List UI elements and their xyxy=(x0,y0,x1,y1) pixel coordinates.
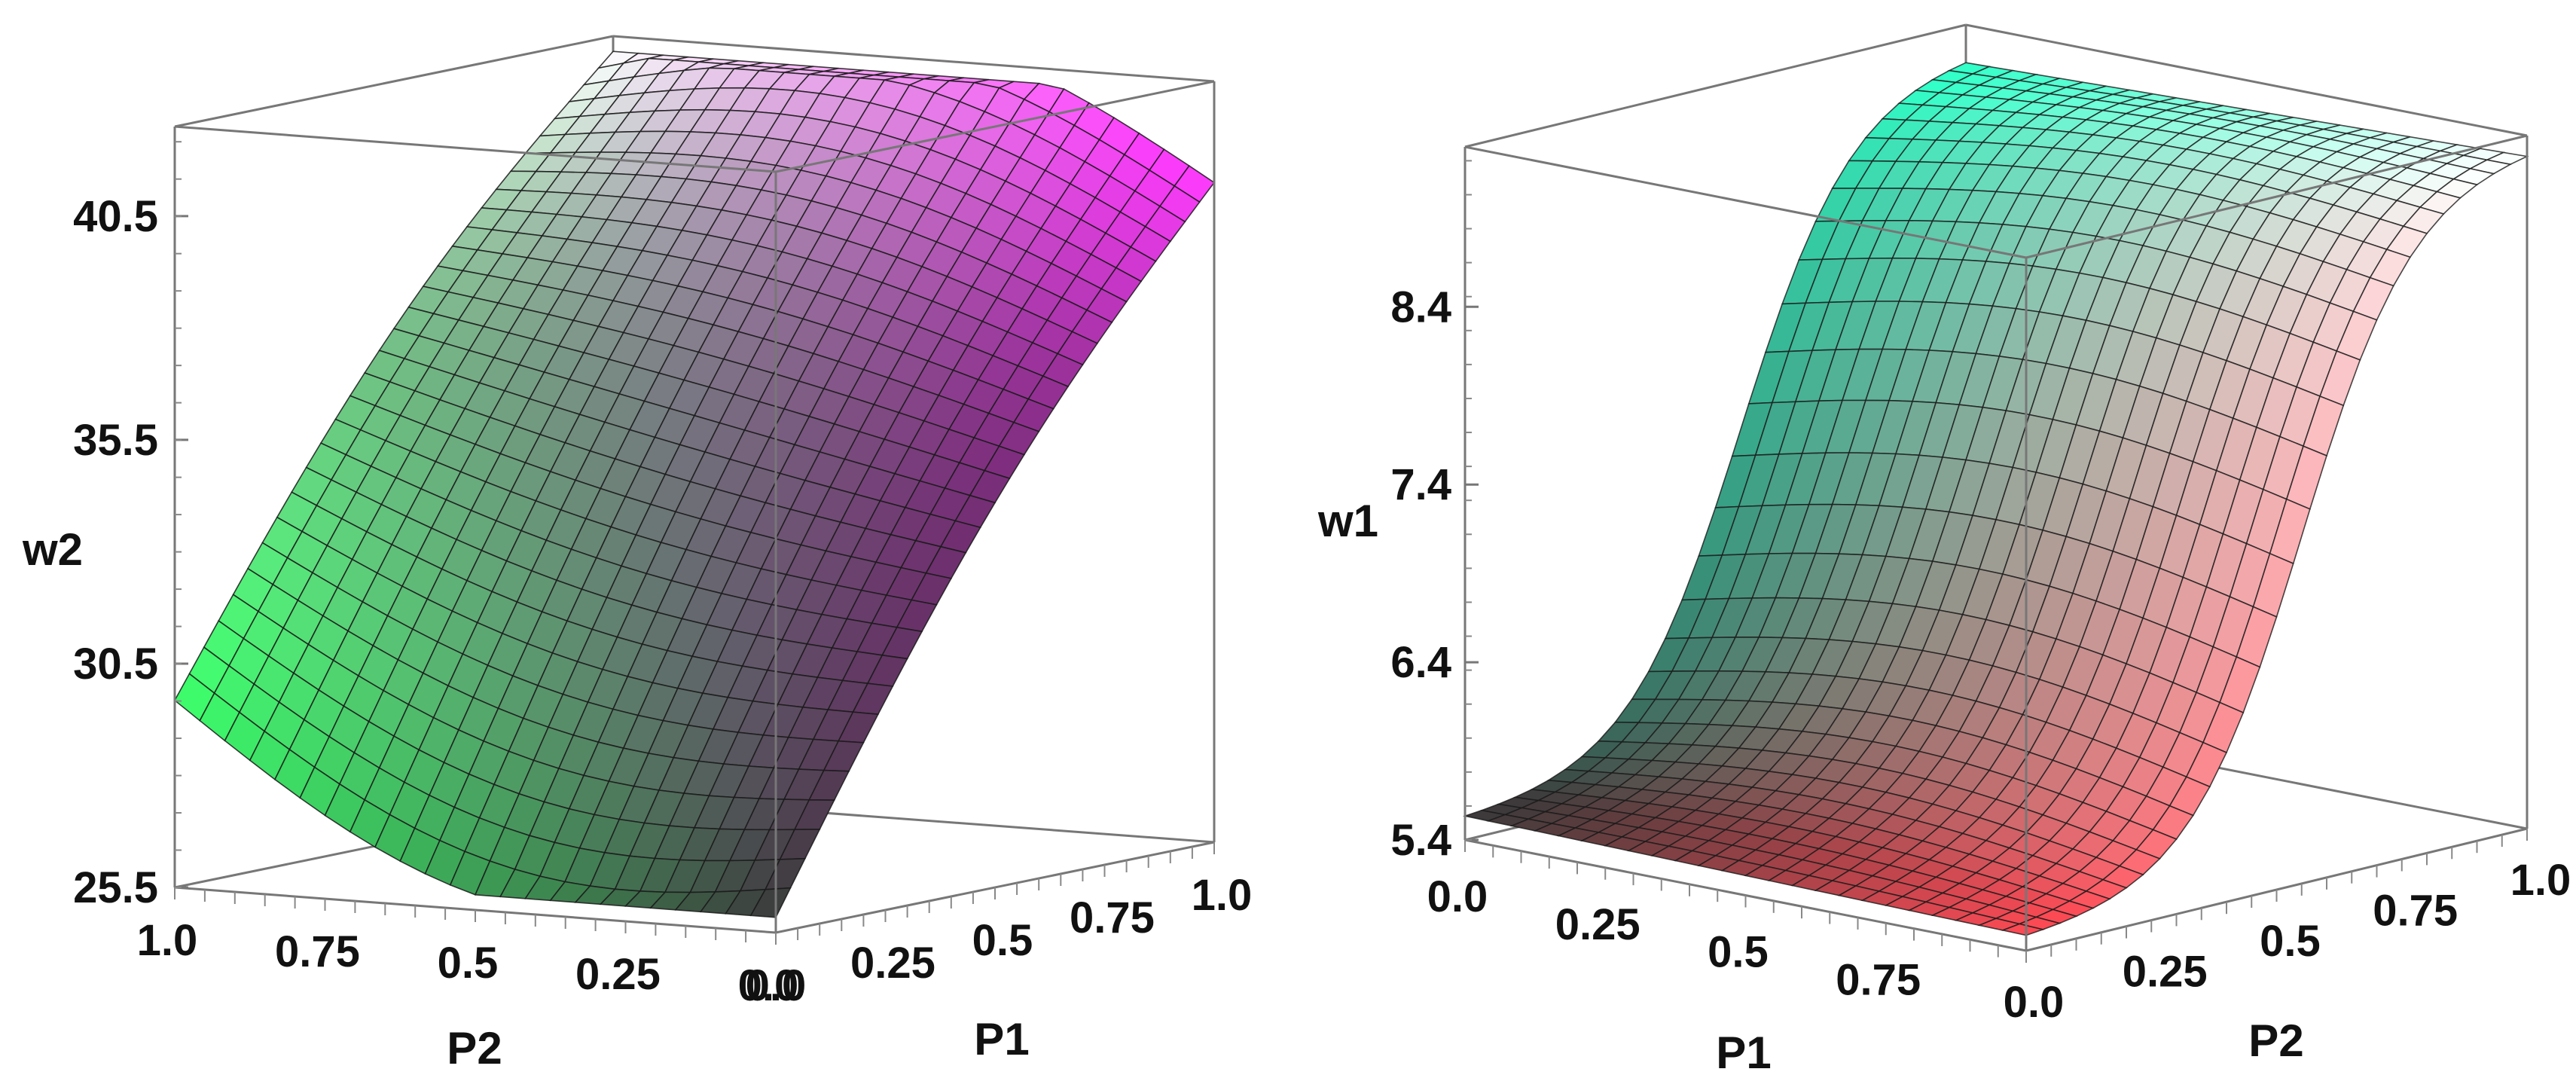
p1-tick-label: 0.25 xyxy=(850,939,935,988)
p1-axis-label: P1 xyxy=(974,1014,1029,1064)
p2-axis-label: P2 xyxy=(2248,1015,2303,1066)
surface-cell xyxy=(749,887,792,918)
box-edge xyxy=(1464,23,1967,148)
box-edge xyxy=(1464,145,2027,259)
z-axis-label: w2 xyxy=(22,524,83,575)
p1-tick-label: 0.0 xyxy=(746,961,807,1010)
box-edge xyxy=(775,80,1215,173)
p2-tick-label: 0.5 xyxy=(2260,917,2321,966)
z-tick-label: 30.5 xyxy=(73,640,158,689)
z-tick-label: 40.5 xyxy=(73,192,158,241)
p1-tick-label: 0.75 xyxy=(1070,893,1155,942)
surface-plot-w1: 5.4 6.4 7.4 8.4 0.0 0.25 0.5 0.75 0.0 0.25 0.5 0.75… xyxy=(1317,23,2571,1078)
z-tick-label: 35.5 xyxy=(73,416,158,465)
surface-mesh xyxy=(173,50,1216,918)
z-tick-label: 8.4 xyxy=(1390,282,1451,331)
p1-tick-label: 0.25 xyxy=(1555,900,1641,949)
box-edge xyxy=(174,35,614,128)
surface-plot-w2: 25.5 30.5 35.5 40.5 1.0 0.75 0.5 0.25 0.00.0 0.25… xyxy=(22,35,1253,1073)
z-tick-label: 7.4 xyxy=(1390,460,1451,509)
axis-ticks: 5.4 6.4 7.4 8.4 0.0 0.25 0.5 0.75 0.0 0.25 0.5 0.75… xyxy=(1390,160,2571,1027)
box-edge xyxy=(612,35,1215,83)
p2-tick-label: 0.0 xyxy=(2004,978,2065,1027)
p1-tick-label: 0.75 xyxy=(1836,955,1921,1004)
z-tick-label: 6.4 xyxy=(1390,638,1451,687)
z-tick-label: 25.5 xyxy=(73,863,158,912)
p1-axis-label: P1 xyxy=(1716,1028,1771,1078)
z-tick-label: 5.4 xyxy=(1390,816,1451,865)
axis-labels: w1 P1 P2 xyxy=(1317,496,2304,1078)
p2-axis-label: P2 xyxy=(447,1023,502,1073)
p1-tick-label: 0.5 xyxy=(1708,928,1769,977)
p2-tick-label: 0.75 xyxy=(2373,887,2458,936)
p1-tick-label: 0.5 xyxy=(972,916,1033,965)
p2-tick-label: 0.75 xyxy=(275,927,360,976)
p1-tick-label: 1.0 xyxy=(1192,871,1253,920)
p2-tick-label: 1.0 xyxy=(137,916,198,965)
p2-tick-label: 1.0 xyxy=(2510,856,2571,905)
box-edge xyxy=(1965,23,2528,137)
box-edge xyxy=(174,125,777,173)
p2-tick-label: 0.25 xyxy=(575,950,661,999)
p2-tick-label: 0.5 xyxy=(438,939,499,988)
p2-tick-label: 0.0 xyxy=(738,961,799,1010)
axis-labels: w2 P2 P1 xyxy=(22,524,1030,1073)
axis-ticks: 25.5 30.5 35.5 40.5 1.0 0.75 0.5 0.25 0.00.0 0.25… xyxy=(73,141,1253,1010)
p1-tick-label: 0.0 xyxy=(1427,872,1488,921)
p2-tick-label: 0.25 xyxy=(2123,948,2208,997)
surface-cell xyxy=(2001,923,2046,936)
z-axis-label: w1 xyxy=(1317,496,1378,546)
surface-mesh xyxy=(1462,62,2529,936)
box-edge xyxy=(2025,134,2528,259)
